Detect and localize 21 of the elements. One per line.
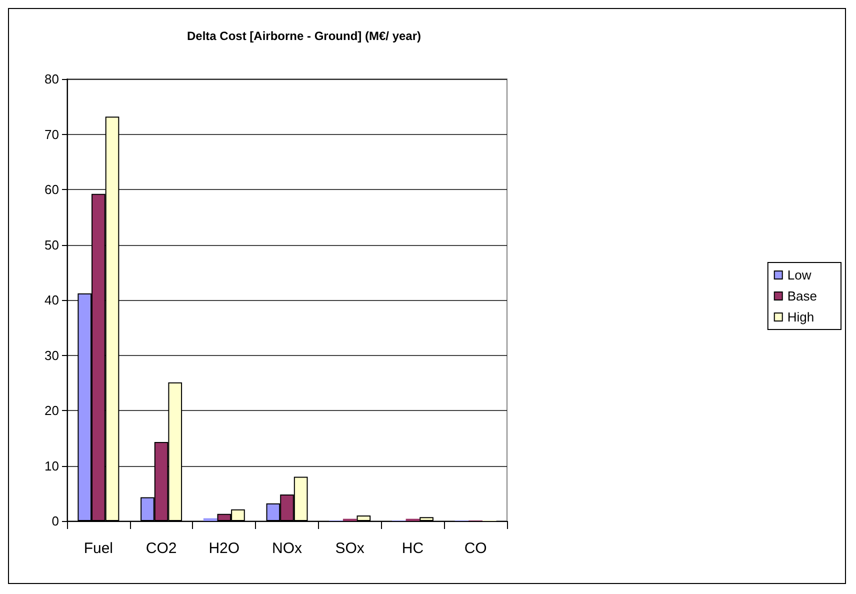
x-tick-label: NOx	[272, 540, 302, 557]
x-tick-label: Fuel	[84, 540, 114, 557]
legend-label: Low	[787, 268, 812, 282]
y-tick-label: 30	[44, 348, 59, 363]
y-tick-label: 0	[52, 514, 59, 528]
x-tick-label: HC	[402, 540, 424, 557]
legend-label: High	[787, 310, 814, 324]
y-tick-label: 70	[44, 126, 59, 142]
y-tick-label: 20	[44, 403, 59, 418]
x-tick-label: SOx	[335, 540, 365, 557]
y-tick-label: 40	[44, 292, 59, 308]
y-tick-label: 60	[44, 182, 59, 197]
x-tick-label: CO2	[146, 540, 177, 557]
y-tick-label: 80	[44, 72, 59, 86]
legend-label: Base	[787, 288, 818, 304]
y-tick-label: 10	[44, 458, 59, 474]
y-tick-label: 50	[44, 237, 59, 252]
chart-title: Delta Cost [Airborne - Ground] (M€/ year)	[186, 29, 422, 43]
x-tick-label: H2O	[208, 540, 240, 557]
x-tick-label: CO	[464, 540, 487, 557]
bar	[203, 518, 218, 521]
